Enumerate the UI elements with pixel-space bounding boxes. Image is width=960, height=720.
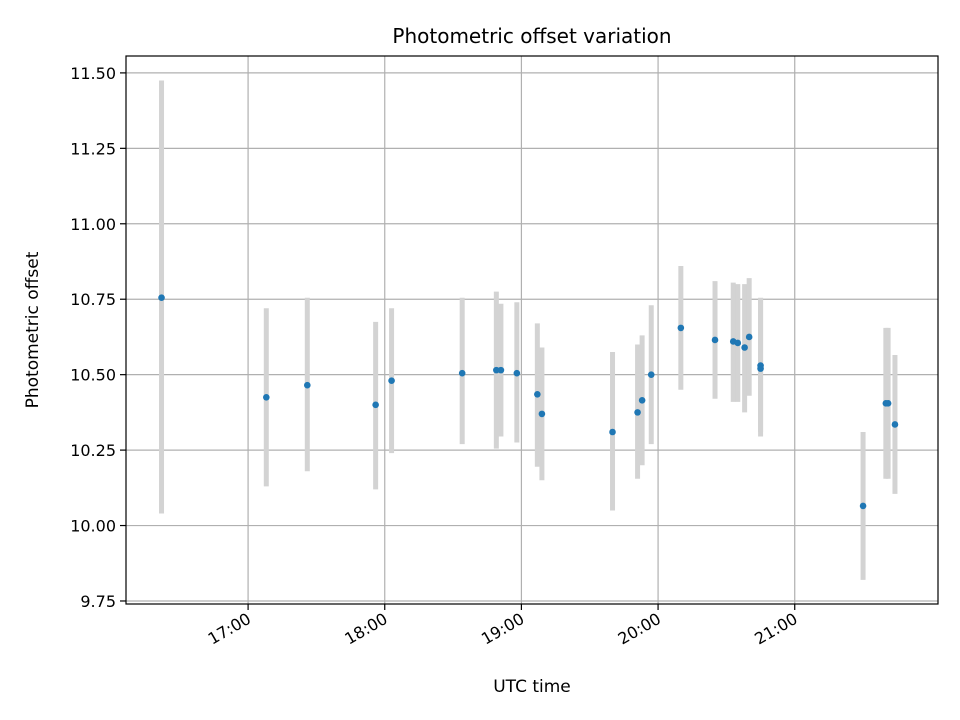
grid <box>126 56 938 604</box>
data-point <box>745 333 753 341</box>
data-point <box>534 390 541 398</box>
y-tick-label: 10.00 <box>70 517 116 536</box>
data-point <box>304 381 311 389</box>
data-point <box>497 366 505 374</box>
y-axis-label: Photometric offset <box>23 251 43 408</box>
y-tick-label: 10.25 <box>70 441 116 460</box>
data-point <box>513 369 521 377</box>
x-axis-label: UTC time <box>493 677 571 697</box>
data-point <box>757 365 764 372</box>
data-point <box>388 377 395 384</box>
data-point <box>158 294 165 302</box>
data-point <box>891 421 899 428</box>
y-tick-label: 9.75 <box>80 592 116 611</box>
y-tick-label: 11.25 <box>70 139 116 158</box>
data-point <box>638 397 646 404</box>
data-points <box>158 294 899 510</box>
data-point <box>677 324 685 332</box>
data-point <box>634 409 641 416</box>
y-tick-label: 10.50 <box>70 366 116 385</box>
chart-title: Photometric offset variation <box>392 24 671 48</box>
data-point <box>493 366 500 374</box>
data-point <box>734 339 742 347</box>
data-point <box>741 344 748 351</box>
data-point <box>538 410 546 418</box>
y-tick-label: 11.50 <box>70 64 116 83</box>
data-point <box>458 369 466 377</box>
data-point <box>263 393 270 401</box>
y-tick-label: 10.75 <box>70 290 116 309</box>
y-axis-ticks: 9.75 10.00 10.25 10.50 10.75 11.00 11.25 11.50 <box>70 64 126 611</box>
data-point <box>372 401 379 409</box>
data-point <box>609 428 616 436</box>
data-point <box>884 400 892 407</box>
data-point <box>647 371 655 378</box>
plot-area-frame <box>125 55 939 605</box>
y-tick-label: 11.00 <box>70 215 116 234</box>
data-point <box>711 336 719 344</box>
data-point <box>859 502 867 510</box>
